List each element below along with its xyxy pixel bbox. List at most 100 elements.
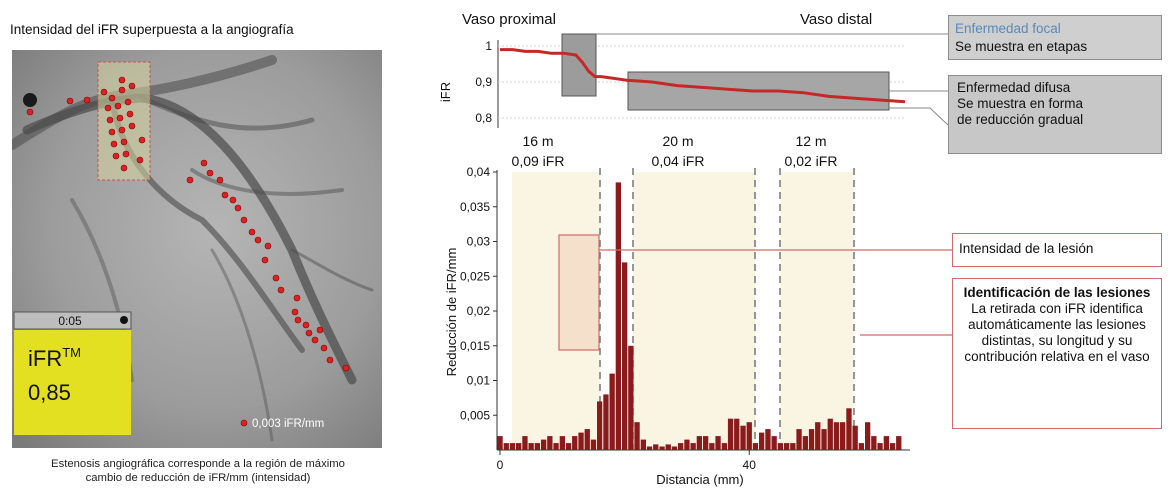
bar bbox=[659, 446, 665, 450]
bar bbox=[690, 443, 696, 450]
bar bbox=[671, 446, 678, 450]
bar bbox=[784, 443, 790, 450]
bar bbox=[765, 429, 771, 450]
bar bbox=[759, 432, 765, 450]
bottom-y-tick-label: 0,01 bbox=[467, 374, 491, 388]
bars bbox=[497, 182, 902, 451]
focal-subtitle: Se muestra en etapas bbox=[955, 39, 1088, 54]
legend-label: 0,003 iFR/mm bbox=[252, 418, 324, 430]
bottom-y-ticks: 0,04 0,035 0,03 0,025 0,02 0,015 0,01 0,005 bbox=[460, 165, 497, 422]
difusa-line-1: Enfermedad difusa bbox=[957, 80, 1071, 95]
bar bbox=[846, 408, 852, 450]
diffuse-connector-2 bbox=[889, 107, 949, 126]
bar bbox=[547, 436, 553, 450]
bar bbox=[572, 436, 578, 450]
bar bbox=[609, 373, 615, 450]
bar bbox=[815, 422, 821, 450]
bar bbox=[541, 439, 547, 450]
bottom-x-tick-label: 40 bbox=[743, 458, 757, 472]
top-y-axis-label: iFR bbox=[438, 82, 453, 102]
bar bbox=[740, 425, 746, 450]
angiography-title: Intensidad del iFR superpuesta a la angi… bbox=[10, 22, 294, 37]
legend-dot bbox=[240, 419, 248, 427]
lesion-intensity-callout: Intensidad de la lesión bbox=[952, 233, 1162, 267]
bar bbox=[678, 443, 684, 450]
top-y-tick-label: 0,9 bbox=[475, 75, 492, 89]
label-vaso-proximal: Vaso proximal bbox=[462, 11, 556, 28]
bar bbox=[590, 439, 597, 450]
focal-title: Enfermedad focal bbox=[955, 21, 1061, 36]
bar bbox=[871, 436, 877, 450]
focal-lesion-box bbox=[561, 33, 597, 97]
bar bbox=[646, 446, 653, 450]
segment-length-label: 12 m bbox=[795, 133, 826, 149]
lesion-identification-callout: Identificación de las lesiones La retira… bbox=[952, 278, 1162, 429]
bottom-y-axis-label: Reducción de iFR/mm bbox=[444, 248, 459, 377]
bar bbox=[684, 439, 690, 450]
bar bbox=[528, 443, 534, 450]
bar bbox=[578, 432, 584, 450]
bar bbox=[665, 444, 671, 450]
diffuse-disease-callout: Enfermedad difusa Se muestra en forma de… bbox=[948, 75, 1162, 154]
top-y-tick-label: 0,8 bbox=[475, 111, 492, 125]
top-y-ticks: 1 0,9 0,8 bbox=[475, 39, 492, 125]
ifr-readout-box bbox=[14, 330, 131, 435]
bar bbox=[703, 436, 709, 450]
bar bbox=[603, 394, 609, 450]
bar bbox=[777, 443, 783, 450]
bottom-y-tick-label: 0,025 bbox=[460, 269, 490, 283]
difusa-line-3: de reducción gradual bbox=[957, 112, 1084, 127]
ifr-drop-chart: 0,04 0,035 0,03 0,025 0,02 0,015 0,01 0,005 0 40… bbox=[444, 165, 952, 487]
lesion-intensity-box bbox=[558, 234, 600, 351]
segment-drop-label: 0,02 iFR bbox=[785, 153, 838, 169]
ifr-curve bbox=[500, 48, 906, 104]
bar bbox=[559, 436, 565, 450]
bar bbox=[628, 345, 634, 451]
timer-bar bbox=[13, 311, 132, 330]
bar bbox=[865, 422, 871, 450]
bottom-y-tick-label: 0,04 bbox=[467, 165, 491, 179]
bottom-y-tick-label: 0,015 bbox=[460, 339, 490, 353]
ifr-readout-value: 0,85 bbox=[28, 380, 71, 405]
bar bbox=[821, 429, 827, 450]
bottom-x-ticks: 0 40 bbox=[497, 450, 757, 472]
angiography-panel: 0:05 iFRTM 0,85 0,003 iFR/mm bbox=[12, 50, 382, 448]
bar bbox=[790, 443, 796, 450]
timer-text: 0:05 bbox=[58, 314, 82, 328]
identification-title: Identificación de las lesiones bbox=[963, 285, 1151, 300]
bar bbox=[584, 429, 590, 450]
bar bbox=[553, 443, 559, 450]
bar bbox=[634, 422, 640, 450]
bar bbox=[883, 436, 889, 450]
bar bbox=[653, 444, 659, 450]
focal-disease-callout: Enfermedad focal Se muestra en etapas bbox=[948, 15, 1162, 60]
ifr-pullback-chart: Vaso proximal Vaso distal iFR 1 0,9 0,8 bbox=[438, 11, 949, 128]
bar bbox=[497, 436, 503, 450]
bar bbox=[721, 443, 727, 450]
bottom-x-tick-label: 0 bbox=[497, 458, 504, 472]
bar bbox=[827, 418, 833, 450]
bar bbox=[522, 436, 528, 450]
bar bbox=[715, 436, 721, 450]
catheter-tip bbox=[23, 93, 37, 107]
bar bbox=[622, 262, 628, 450]
region-bg-2 bbox=[633, 172, 755, 450]
bar bbox=[746, 422, 752, 450]
bar bbox=[802, 436, 808, 450]
bar bbox=[516, 443, 522, 450]
segment-drop-label: 0,09 iFR bbox=[512, 153, 565, 169]
caption-line-2: cambio de reducción de iFR/mm (intensida… bbox=[85, 472, 311, 484]
bar bbox=[696, 436, 702, 450]
bar bbox=[889, 443, 896, 450]
bar bbox=[597, 401, 603, 450]
segment-labels: 16 m 0,09 iFR 20 m 0,04 iFR 12 m 0,02 iFR bbox=[512, 133, 838, 169]
segment-drop-label: 0,04 iFR bbox=[652, 153, 705, 169]
difusa-line-2: Se muestra en forma bbox=[957, 96, 1084, 111]
bar bbox=[840, 422, 846, 450]
bar bbox=[808, 429, 815, 450]
segment-length-label: 16 m bbox=[522, 133, 553, 149]
top-y-tick-label: 1 bbox=[485, 39, 492, 53]
bar bbox=[503, 443, 509, 450]
bar bbox=[852, 425, 858, 450]
